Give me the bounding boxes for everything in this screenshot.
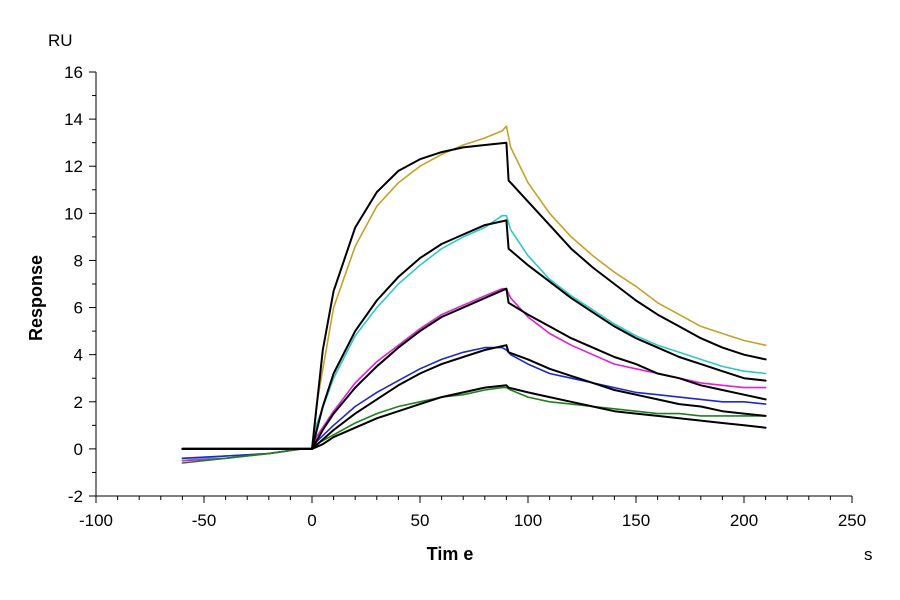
y-tick-label: 12: [64, 157, 83, 176]
measured-curve: [181, 386, 767, 464]
x-unit-label: s: [864, 545, 873, 564]
y-tick-label: 10: [64, 204, 83, 223]
x-axis-title: Tim e: [427, 544, 474, 564]
x-tick-label: 0: [307, 511, 316, 530]
x-tick-label: -50: [192, 511, 217, 530]
x-tick-label: 200: [730, 511, 758, 530]
x-tick-label: 250: [838, 511, 866, 530]
x-tick-label: -100: [79, 511, 113, 530]
measured-curve: [181, 214, 767, 462]
y-axis-title: Response: [26, 255, 46, 341]
series-layer: [181, 125, 767, 464]
y-tick-label: 16: [64, 63, 83, 82]
measured-curve: [181, 125, 767, 460]
fit-curve: [181, 344, 767, 450]
y-tick-label: 8: [74, 251, 83, 270]
y-unit-label: RU: [48, 31, 73, 50]
y-tick-label: 6: [74, 299, 83, 318]
fit-curve: [181, 141, 767, 450]
axes: -2 0 2 4 6 8 10 12 14 16 -100 -50 0 50 100 150 200 250: [64, 63, 866, 530]
x-tick-label: 50: [411, 511, 430, 530]
y-tick-label: 2: [74, 393, 83, 412]
fit-curve: [181, 287, 767, 450]
fit-curve: [181, 219, 767, 450]
x-tick-label: 150: [622, 511, 650, 530]
y-tick-label: -2: [68, 487, 83, 506]
y-tick-label: 4: [74, 346, 83, 365]
y-tick-label: 0: [74, 440, 83, 459]
x-tick-label: 100: [514, 511, 542, 530]
fit-curve: [181, 384, 767, 450]
y-tick-label: 14: [64, 110, 83, 129]
